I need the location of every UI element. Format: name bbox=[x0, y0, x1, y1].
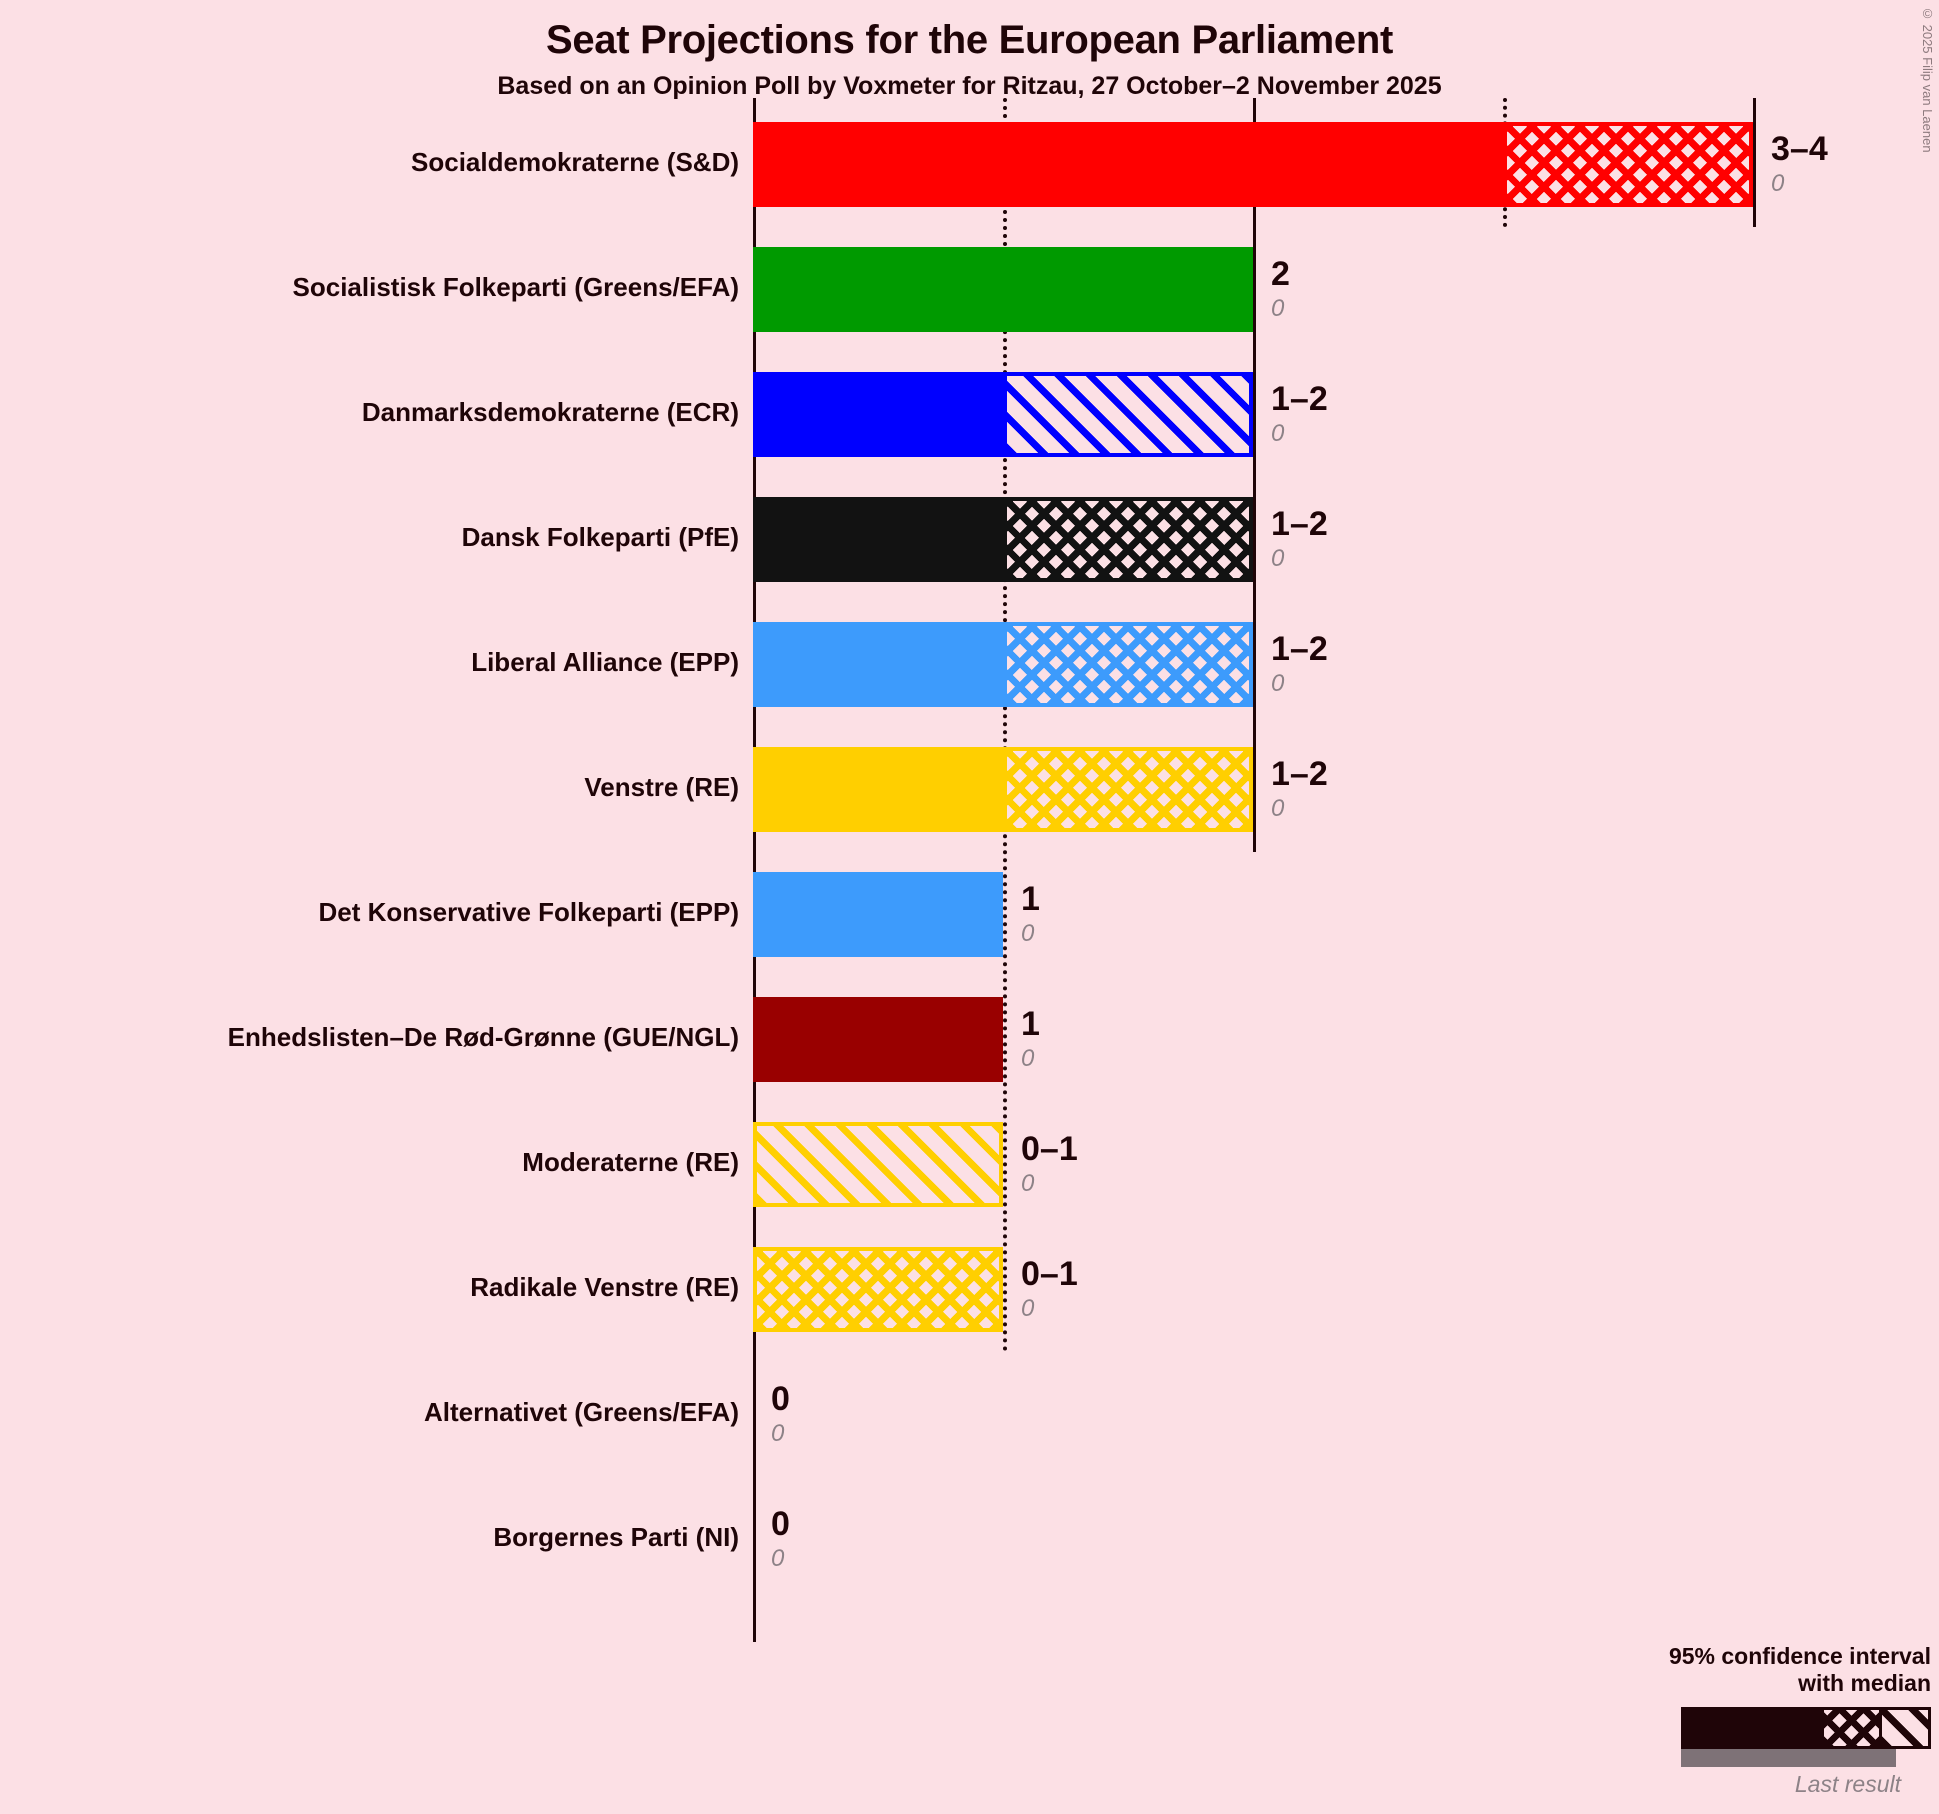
bar-segment-median bbox=[753, 247, 1253, 332]
party-bar bbox=[753, 747, 1253, 832]
legend-last-result-label: Last result bbox=[1794, 1771, 1901, 1797]
party-seat-range: 1 bbox=[1021, 880, 1040, 918]
party-seat-range: 1–2 bbox=[1271, 380, 1328, 418]
party-seat-range: 1–2 bbox=[1271, 630, 1328, 668]
page-title: Seat Projections for the European Parlia… bbox=[545, 18, 1393, 62]
party-label: Radikale Venstre (RE) bbox=[470, 1271, 739, 1302]
party-seat-range: 2 bbox=[1271, 255, 1290, 293]
bar-segment-median bbox=[753, 372, 1003, 457]
party-label: Socialdemokraterne (S&D) bbox=[411, 146, 739, 177]
party-seat-range: 1–2 bbox=[1271, 505, 1328, 543]
party-seat-range: 0 bbox=[771, 1380, 790, 1418]
party-value-group: 0–1 0 bbox=[1021, 1132, 1078, 1196]
party-label: Dansk Folkeparti (PfE) bbox=[461, 521, 739, 552]
party-last-result: 0 bbox=[1021, 1295, 1035, 1322]
bar-segment-median bbox=[753, 872, 1003, 957]
bar-segment-ci-diagonal bbox=[753, 1122, 1003, 1207]
party-bar bbox=[753, 122, 1753, 207]
party-label: Alternativet (Greens/EFA) bbox=[424, 1396, 739, 1427]
copyright-notice: © 2025 Filip van Laenen bbox=[1920, 6, 1935, 153]
gridline-solid-0 bbox=[753, 98, 756, 1642]
bar-segment-ci-crosshatch bbox=[1003, 747, 1253, 832]
party-bar bbox=[753, 1122, 1003, 1207]
legend-ci-bar bbox=[1681, 1707, 1931, 1749]
bar-segment-median bbox=[753, 497, 1003, 582]
party-last-result: 0 bbox=[1271, 420, 1285, 447]
bar-segment-ci-diagonal bbox=[1003, 372, 1253, 457]
bar-segment-ci-crosshatch bbox=[753, 1247, 1003, 1332]
party-label: Socialistisk Folkeparti (Greens/EFA) bbox=[292, 271, 739, 302]
party-bar bbox=[753, 1247, 1003, 1332]
gridline-solid-2 bbox=[1253, 98, 1256, 852]
party-bar bbox=[753, 872, 1003, 957]
party-seat-range: 1–2 bbox=[1271, 755, 1328, 793]
party-seat-range: 0–1 bbox=[1021, 1130, 1078, 1168]
party-label: Enhedslisten–De Rød-Grønne (GUE/NGL) bbox=[227, 1021, 739, 1052]
party-label: Moderaterne (RE) bbox=[522, 1146, 739, 1177]
chart-legend: 95% confidence interval with median Last… bbox=[1591, 1643, 1931, 1798]
party-bar bbox=[753, 497, 1253, 582]
party-value-group: 1–2 0 bbox=[1271, 382, 1328, 446]
party-value-group: 3–4 0 bbox=[1771, 132, 1828, 196]
party-seat-range: 0–1 bbox=[1021, 1255, 1078, 1293]
bar-segment-median bbox=[753, 622, 1003, 707]
bar-segment-ci-crosshatch bbox=[1503, 122, 1753, 207]
party-value-group: 1–2 0 bbox=[1271, 757, 1328, 821]
party-seat-range: 1 bbox=[1021, 1005, 1040, 1043]
legend-segment-diagonal bbox=[1879, 1710, 1928, 1746]
party-seat-range: 0 bbox=[771, 1505, 790, 1543]
party-seat-range: 3–4 bbox=[1771, 130, 1828, 168]
party-value-group: 0–1 0 bbox=[1021, 1257, 1078, 1321]
party-last-result: 0 bbox=[771, 1420, 785, 1447]
gridline-dotted-1 bbox=[1003, 98, 1007, 1352]
page-subtitle: Based on an Opinion Poll by Voxmeter for… bbox=[497, 72, 1442, 100]
party-last-result: 0 bbox=[1271, 670, 1285, 697]
bar-segment-median bbox=[753, 122, 1503, 207]
party-last-result: 0 bbox=[1271, 295, 1285, 322]
party-last-result: 0 bbox=[1771, 170, 1785, 197]
party-last-result: 0 bbox=[1021, 1170, 1035, 1197]
bar-segment-ci-crosshatch bbox=[1003, 622, 1253, 707]
bar-segment-ci-crosshatch bbox=[1003, 497, 1253, 582]
gridline-solid-4 bbox=[1753, 98, 1756, 227]
party-last-result: 0 bbox=[1271, 545, 1285, 572]
party-bar bbox=[753, 622, 1253, 707]
party-last-result: 0 bbox=[1021, 1045, 1035, 1072]
party-label: Det Konservative Folkeparti (EPP) bbox=[318, 896, 739, 927]
bar-segment-median bbox=[753, 747, 1003, 832]
legend-last-result-bar bbox=[1681, 1749, 1896, 1767]
party-last-result: 0 bbox=[771, 1545, 785, 1572]
party-bar bbox=[753, 997, 1003, 1082]
party-label: Liberal Alliance (EPP) bbox=[471, 646, 739, 677]
legend-segment-median bbox=[1684, 1710, 1821, 1746]
legend-line-1: 95% confidence interval bbox=[1668, 1642, 1931, 1669]
party-bar bbox=[753, 247, 1253, 332]
party-value-group: 1–2 0 bbox=[1271, 507, 1328, 571]
party-bar bbox=[753, 372, 1253, 457]
legend-line-2: with median bbox=[1798, 1669, 1931, 1696]
party-label: Borgernes Parti (NI) bbox=[493, 1521, 739, 1552]
party-last-result: 0 bbox=[1271, 795, 1285, 822]
bar-segment-median bbox=[753, 997, 1003, 1082]
party-last-result: 0 bbox=[1021, 920, 1035, 947]
legend-segment-crosshatch bbox=[1820, 1710, 1880, 1746]
party-value-group: 1–2 0 bbox=[1271, 632, 1328, 696]
party-label: Venstre (RE) bbox=[584, 771, 739, 802]
party-label: Danmarksdemokraterne (ECR) bbox=[361, 396, 739, 427]
